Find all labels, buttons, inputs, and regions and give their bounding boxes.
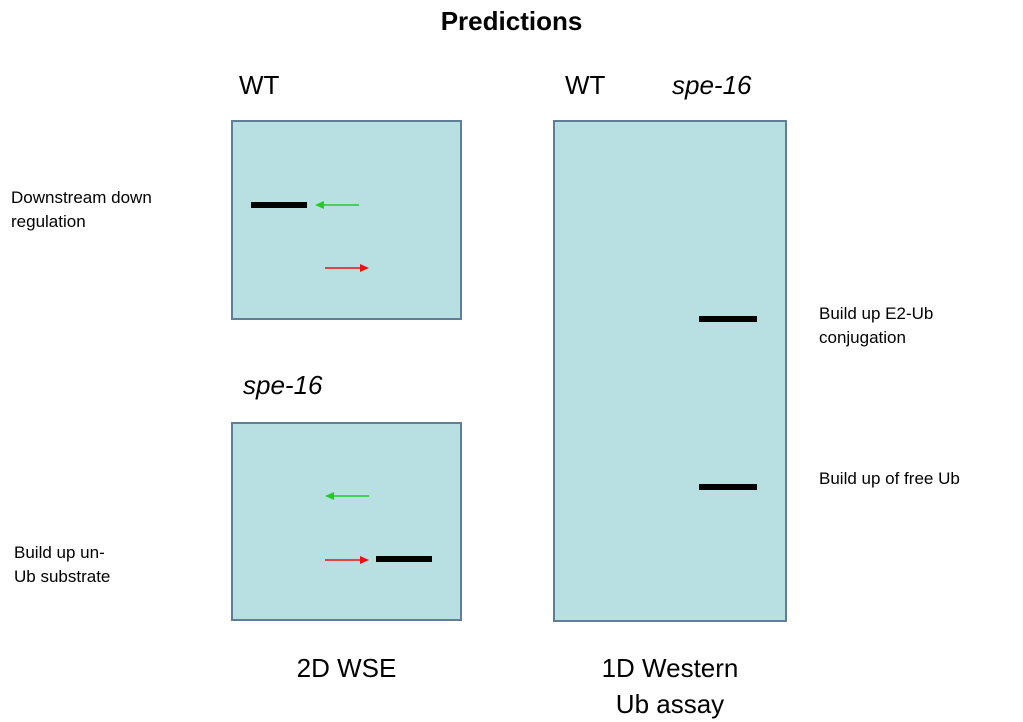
- spe16-protein-spot: [376, 556, 432, 562]
- 1d-western-panel: [553, 120, 787, 622]
- buildup-substrate-annotation: Build up un- Ub substrate: [14, 543, 111, 586]
- wt-protein-spot: [251, 202, 307, 208]
- western-caption: 1D Western Ub assay: [553, 650, 787, 722]
- western-caption-line2: Ub assay: [615, 689, 725, 719]
- red-right-arrow-icon: [325, 556, 369, 564]
- diagram-title: Predictions: [440, 6, 583, 36]
- green-left-arrow-icon: [325, 492, 369, 500]
- green-left-arrow-icon: [315, 201, 359, 209]
- e2-ub-band: [699, 316, 757, 322]
- spe16-label-right: spe-16: [672, 70, 752, 100]
- spe16-label-left: spe-16: [243, 370, 323, 400]
- western-caption-line1: 1D Western: [601, 653, 739, 683]
- free-ub-band: [699, 484, 757, 490]
- e2-ub-annotation: Build up E2-Ub conjugation: [819, 304, 934, 347]
- red-right-arrow-icon: [325, 264, 369, 272]
- free-ub-annotation: Build up of free Ub: [819, 469, 960, 488]
- wt-2d-gel-panel: [231, 120, 462, 320]
- downstream-annotation: Downstream down regulation: [11, 188, 152, 231]
- wt-label-right: WT: [565, 70, 606, 100]
- wt-label-left: WT: [239, 70, 280, 100]
- spe16-2d-gel-panel: [231, 422, 462, 621]
- 2d-wse-caption: 2D WSE: [296, 653, 397, 683]
